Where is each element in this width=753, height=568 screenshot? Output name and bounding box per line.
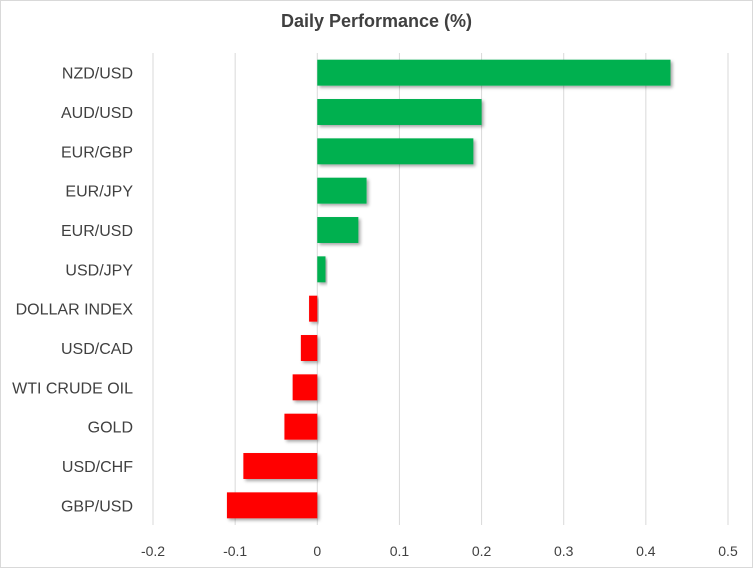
category-label: DOLLAR INDEX <box>16 302 134 319</box>
category-label: USD/CHF <box>62 459 133 476</box>
bar <box>317 99 482 125</box>
x-tick-label: 0.5 <box>718 543 738 559</box>
bar <box>226 492 318 519</box>
category-label: GBP/USD <box>61 498 133 515</box>
category-label: WTI CRUDE OIL <box>12 380 133 397</box>
bar <box>317 138 474 165</box>
category-label: EUR/GBP <box>61 144 133 161</box>
bar <box>292 374 318 401</box>
bar <box>309 295 318 322</box>
x-tick-label: 0.1 <box>390 543 410 559</box>
x-tick-label: 0.3 <box>554 543 574 559</box>
x-tick-label: -0.1 <box>223 543 247 559</box>
bar <box>300 335 318 361</box>
category-label: USD/CAD <box>61 341 133 358</box>
category-label: GOLD <box>88 420 133 437</box>
category-label: EUR/JPY <box>65 184 133 201</box>
x-tick-label: -0.2 <box>141 543 165 559</box>
bar <box>243 453 318 479</box>
bar <box>317 217 359 243</box>
category-label: USD/JPY <box>65 262 133 279</box>
bar <box>317 256 326 283</box>
x-tick-label: 0 <box>313 543 321 559</box>
x-tick-label: 0.4 <box>636 543 656 559</box>
bar <box>284 413 318 440</box>
bar <box>317 177 367 204</box>
x-tick-label: 0.2 <box>472 543 492 559</box>
chart-title: Daily Performance (%) <box>280 11 473 31</box>
category-label: EUR/USD <box>61 223 133 240</box>
category-label: AUD/USD <box>61 105 133 122</box>
category-label: NZD/USD <box>62 66 133 83</box>
bar <box>317 59 671 86</box>
